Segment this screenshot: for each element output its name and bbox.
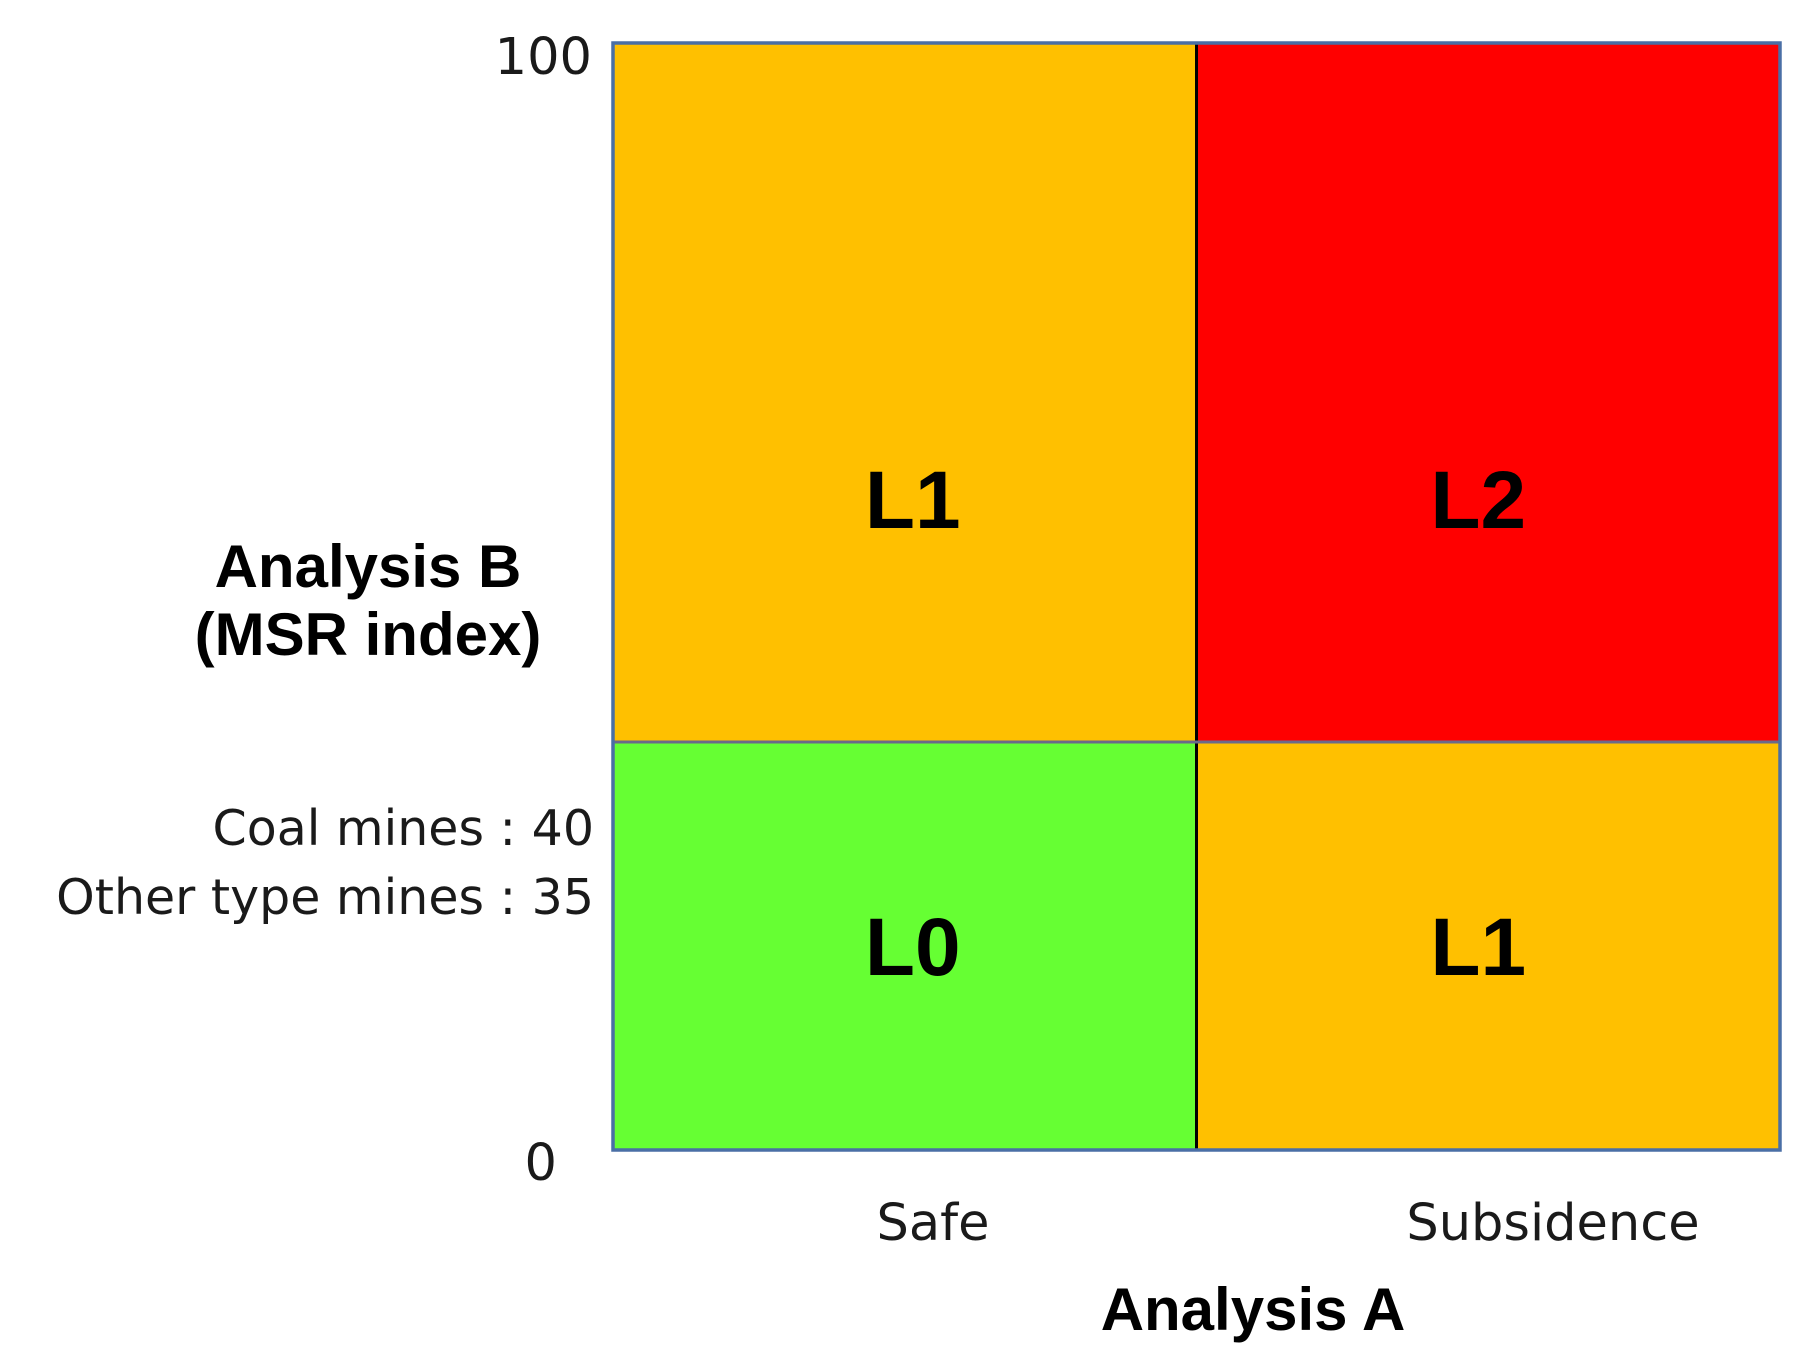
- y-axis-title: Analysis B: [215, 533, 522, 600]
- y-axis-max-label: 100: [495, 28, 592, 87]
- cell-label-subsidence-upper: L2: [1430, 455, 1526, 546]
- cell-subsidence-upper: [1196, 43, 1780, 742]
- cell-label-safe-lower: L0: [865, 902, 961, 993]
- threshold-label-coal: Coal mines : 40: [213, 800, 595, 857]
- threshold-label-other: Other type mines : 35: [56, 869, 594, 926]
- y-axis-min-label: 0: [525, 1134, 557, 1193]
- cell-safe-lower: [613, 742, 1197, 1150]
- x-category-label-safe: Safe: [877, 1194, 990, 1253]
- y-axis-subtitle: (MSR index): [195, 601, 542, 668]
- x-axis-title: Analysis A: [1101, 1276, 1406, 1343]
- cell-subsidence-lower: [1196, 742, 1780, 1150]
- x-category-label-subsidence: Subsidence: [1406, 1194, 1699, 1253]
- cell-safe-upper: [613, 43, 1197, 742]
- cell-label-subsidence-lower: L1: [1430, 902, 1526, 993]
- chart-frame: [611, 41, 1782, 1152]
- matrix-cells: [613, 43, 1780, 1150]
- cell-label-safe-upper: L1: [865, 455, 961, 546]
